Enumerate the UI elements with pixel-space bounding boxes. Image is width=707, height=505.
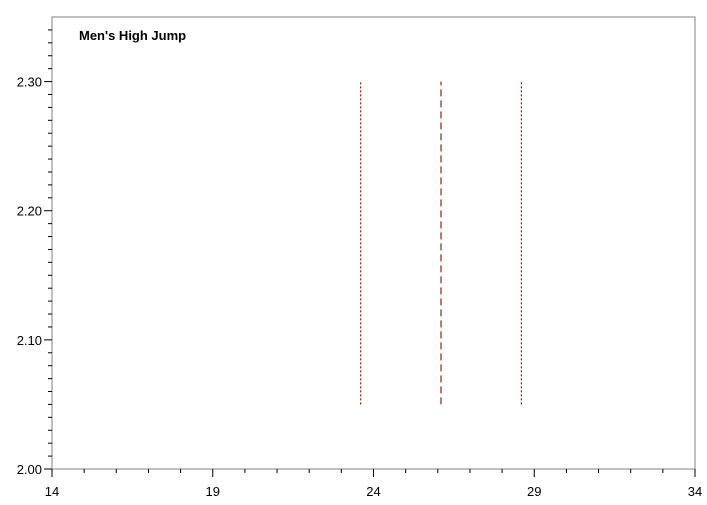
y-tick-label: 2.20 [17, 204, 42, 219]
x-axis-ticks: 14 19 24 29 34 [45, 469, 702, 499]
x-tick-label: 19 [206, 484, 220, 499]
y-tick-label: 2.10 [17, 333, 42, 348]
x-tick-label: 24 [366, 484, 380, 499]
x-minor-ticks [83, 469, 664, 473]
y-tick-label: 2.30 [17, 75, 42, 90]
plot-area [51, 16, 696, 470]
x-tick-label: 29 [527, 484, 541, 499]
y-tick-label: 2.00 [17, 462, 42, 477]
x-tick-label: 14 [45, 484, 59, 499]
x-tick-label: 34 [688, 484, 702, 499]
series-group [360, 81, 522, 405]
y-axis-ticks: 2.00 2.10 2.20 2.30 [17, 75, 52, 477]
y-minor-ticks [48, 29, 52, 457]
chart-title: Men's High Jump [79, 28, 186, 43]
